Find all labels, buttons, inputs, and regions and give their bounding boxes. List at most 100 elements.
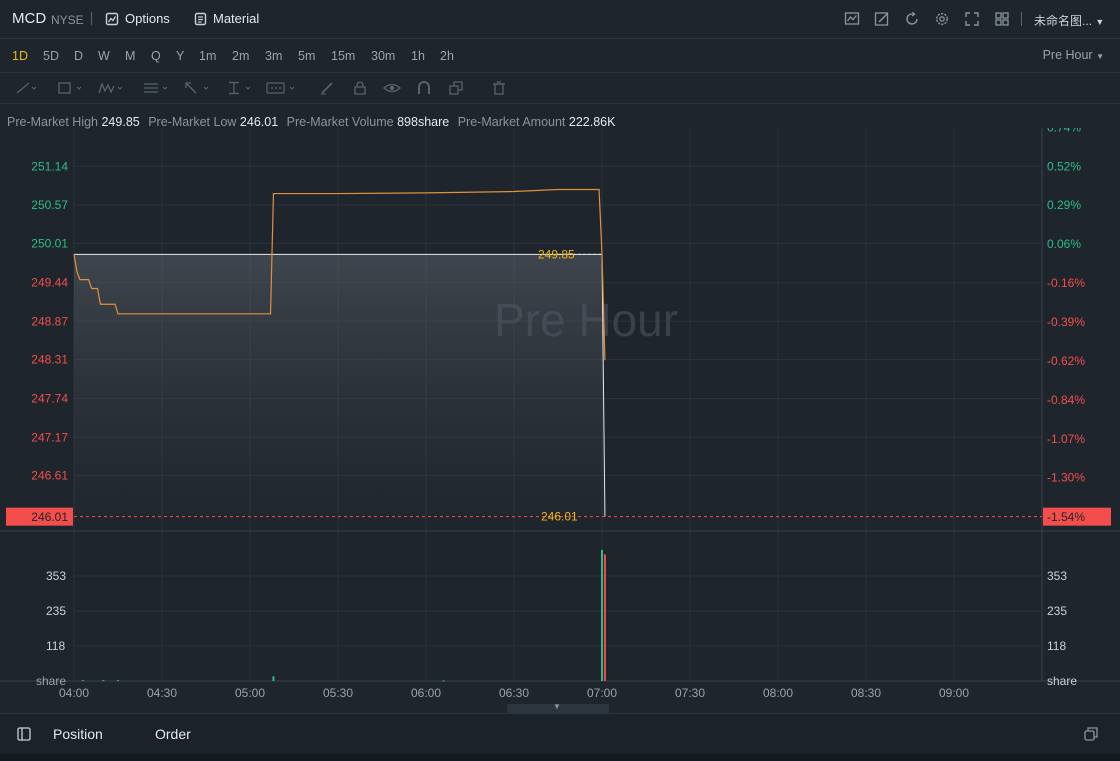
percent-tick-label: -0.62% bbox=[1047, 354, 1085, 368]
wave-icon[interactable] bbox=[98, 81, 126, 95]
pattern-icon[interactable] bbox=[266, 81, 298, 95]
exchange-label: NYSE bbox=[51, 13, 84, 27]
session-select[interactable]: Pre Hour ▼ bbox=[1043, 48, 1104, 62]
options-button[interactable]: Options bbox=[105, 11, 170, 26]
tab-order[interactable]: Order bbox=[155, 726, 191, 742]
volume-tick-label-right: 353 bbox=[1047, 569, 1067, 583]
caret-down-icon: ▼ bbox=[553, 702, 561, 711]
fullscreen-icon[interactable] bbox=[964, 11, 980, 27]
timeframe-30m[interactable]: 30m bbox=[371, 49, 396, 63]
ticker-symbol[interactable]: MCD bbox=[12, 10, 47, 27]
options-icon bbox=[105, 12, 119, 25]
timeframe-m[interactable]: M bbox=[125, 49, 136, 63]
price-tick-label: 248.31 bbox=[31, 353, 68, 367]
timeframe-1d[interactable]: 1D bbox=[12, 49, 28, 63]
measure-icon[interactable] bbox=[226, 81, 254, 95]
premarket-volume-value: 898share bbox=[397, 115, 450, 129]
current-price-tag bbox=[6, 507, 73, 526]
volume-tick-label: 118 bbox=[46, 639, 65, 653]
price-tick-label: 247.74 bbox=[31, 391, 68, 405]
volume-tick-label-right: 118 bbox=[1047, 639, 1066, 653]
settings-icon[interactable] bbox=[934, 11, 950, 27]
premarket-amount-label: Pre-Market Amount bbox=[457, 115, 566, 129]
timeframe-5m[interactable]: 5m bbox=[298, 49, 316, 63]
premarket-low-label: Pre-Market Low bbox=[148, 115, 237, 129]
price-line[interactable] bbox=[73, 188, 606, 361]
timeframe-2h[interactable]: 2h bbox=[440, 49, 454, 63]
magnet-icon[interactable] bbox=[416, 81, 432, 95]
header-divider bbox=[1021, 12, 1022, 26]
bottom-panel: Position Order bbox=[0, 713, 1120, 755]
percent-tick-label: -1.07% bbox=[1047, 432, 1085, 446]
fib-icon[interactable] bbox=[143, 81, 171, 95]
premarket-volume-label: Pre-Market Volume bbox=[286, 115, 394, 129]
volume-bar bbox=[601, 549, 603, 681]
options-label: Options bbox=[125, 11, 170, 26]
volume-tick-label: 235 bbox=[46, 604, 66, 618]
volume-bar bbox=[603, 554, 606, 681]
layout-name-dropdown[interactable]: 未命名图... ▼ bbox=[1034, 12, 1104, 29]
timeframe-3m[interactable]: 3m bbox=[265, 49, 283, 63]
x-tick-label: 04:00 bbox=[59, 686, 89, 700]
percent-tick-label: -0.84% bbox=[1047, 393, 1085, 407]
timeframe-q[interactable]: Q bbox=[151, 49, 161, 63]
refresh-icon[interactable] bbox=[904, 11, 920, 27]
price-tick-label: 250.57 bbox=[31, 198, 68, 212]
x-tick-label: 06:30 bbox=[499, 686, 529, 700]
pen-icon[interactable] bbox=[320, 81, 336, 95]
timeframe-2m[interactable]: 2m bbox=[232, 49, 250, 63]
percent-tick-label: 0.52% bbox=[1047, 159, 1081, 173]
trendline-icon[interactable] bbox=[16, 81, 38, 95]
panel-collapse-handle[interactable]: ▼ bbox=[507, 702, 609, 713]
x-tick-label: 08:30 bbox=[851, 686, 881, 700]
percent-tick-label: -0.16% bbox=[1047, 276, 1085, 290]
tab-position[interactable]: Position bbox=[53, 726, 103, 742]
premarket-stats: Pre-Market High 249.85 Pre-Market Low 24… bbox=[7, 115, 620, 129]
x-tick-label: 04:30 bbox=[147, 686, 177, 700]
timeframe-d[interactable]: D bbox=[74, 49, 84, 63]
volume-unit-label: share bbox=[36, 674, 66, 688]
current-price-tag-label: 246.01 bbox=[31, 510, 68, 524]
x-tick-label: 06:00 bbox=[411, 686, 441, 700]
layout-grid-icon[interactable] bbox=[994, 11, 1010, 27]
material-button[interactable]: Material bbox=[194, 11, 259, 26]
timeframe-1h[interactable]: 1h bbox=[411, 49, 425, 63]
session-select-label: Pre Hour bbox=[1042, 48, 1093, 62]
sidebar-toggle-icon[interactable] bbox=[17, 727, 31, 741]
premarket-high-value: 249.85 bbox=[101, 115, 140, 129]
clone-icon[interactable] bbox=[448, 81, 464, 95]
cursor-icon[interactable] bbox=[184, 81, 212, 95]
eye-icon[interactable] bbox=[383, 81, 401, 95]
trash-icon[interactable] bbox=[492, 81, 506, 95]
current-change-tag bbox=[1043, 507, 1111, 526]
timeframe-y[interactable]: Y bbox=[176, 49, 185, 63]
timeframe-5d[interactable]: 5D bbox=[43, 49, 59, 63]
price-tick-label: 250.01 bbox=[31, 236, 68, 250]
rectangle-icon[interactable] bbox=[57, 81, 85, 95]
price-tick-label: 248.87 bbox=[31, 314, 68, 328]
volume-bar bbox=[117, 680, 119, 682]
percent-tick-label: -1.30% bbox=[1047, 471, 1085, 485]
premarket-high-label: Pre-Market High bbox=[7, 115, 98, 129]
high-marker-label: 249.85 bbox=[538, 247, 575, 261]
premarket-low-value: 246.01 bbox=[239, 115, 279, 129]
header-divider bbox=[91, 12, 92, 25]
x-tick-label: 05:30 bbox=[323, 686, 353, 700]
status-strip bbox=[0, 754, 1120, 761]
drawing-toolbar bbox=[0, 73, 1120, 104]
timeframe-1m[interactable]: 1m bbox=[199, 49, 217, 63]
indicator-icon[interactable] bbox=[844, 11, 860, 27]
timeframe-15m[interactable]: 15m bbox=[331, 49, 356, 63]
timeframe-w[interactable]: W bbox=[98, 49, 110, 63]
draw-icon[interactable] bbox=[874, 11, 890, 27]
price-tick-label: 249.44 bbox=[31, 275, 68, 289]
price-chart[interactable]: 04:00 04:30 05:00 05:30 06:00 06:30 07:00 07:30… bbox=[0, 128, 1120, 704]
volume-bar bbox=[81, 680, 84, 682]
layout-name-label: 未命名图... bbox=[1034, 14, 1093, 28]
lock-icon[interactable] bbox=[352, 81, 368, 95]
caret-down-icon: ▼ bbox=[1096, 52, 1104, 61]
price-tick-label: 247.17 bbox=[31, 430, 68, 444]
copy-icon[interactable] bbox=[1084, 727, 1098, 741]
percent-tick-label: 0.29% bbox=[1047, 198, 1081, 212]
price-tick-label: 246.61 bbox=[31, 469, 68, 483]
